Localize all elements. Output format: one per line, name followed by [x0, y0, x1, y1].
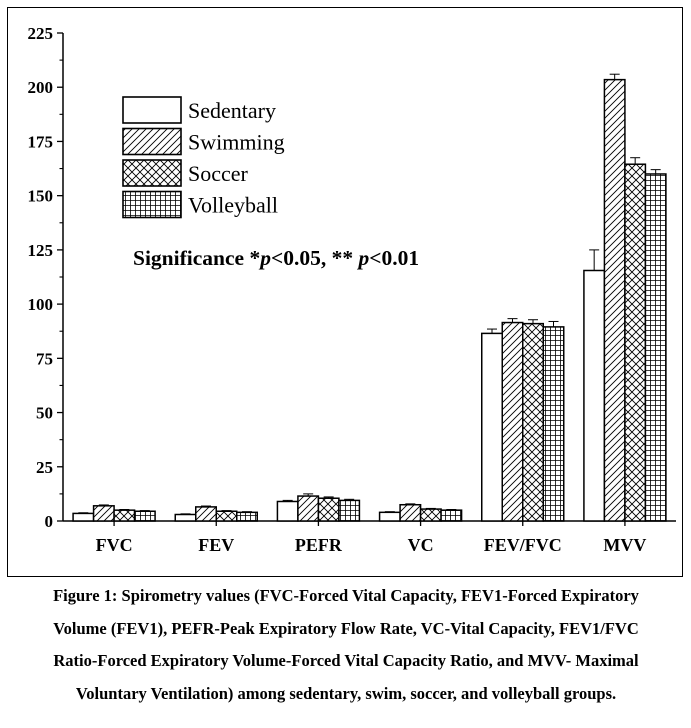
legend-label-volleyball: Volleyball [188, 193, 278, 218]
bar-sedentary-fev-fvc [481, 332, 503, 522]
bar-swimming-mvv [603, 78, 626, 522]
bar-volleyball-mvv [644, 173, 667, 522]
annotation-p2: p [356, 246, 369, 270]
bar-sedentary-vc [378, 511, 401, 522]
bar-sedentary-fev [174, 513, 197, 522]
legend-swatch-swimming [122, 127, 182, 156]
y-tick-label: 175 [28, 132, 54, 151]
bar-soccer-fev [215, 510, 238, 522]
bar-sedentary-mvv [583, 269, 606, 522]
y-tick-label: 0 [45, 512, 54, 531]
bar-soccer-fev-fvc [522, 322, 544, 522]
caption-line-1: Figure 1: Spirometry values (FVC-Forced … [53, 586, 639, 605]
legend-swatch-sedentary [122, 96, 182, 124]
bar-sedentary-pefr [276, 500, 299, 522]
bars [72, 73, 667, 522]
annotation-p1: p [258, 246, 271, 270]
y-tick-label: 50 [36, 404, 53, 423]
axes: 0 25 50 75 100 125 150 175 200 225 FVC FEV PEFR VC FEV… [28, 24, 676, 555]
bar-sedentary-fvc [72, 512, 95, 522]
annotation-prefix: Significance * [133, 246, 260, 270]
bar-soccer-vc [419, 508, 442, 522]
bar-volleyball-fvc [133, 510, 156, 522]
y-tick-label: 25 [36, 458, 53, 477]
y-tick-label: 225 [28, 24, 54, 43]
bar-swimming-vc [399, 503, 422, 522]
x-tick-label: MVV [603, 535, 646, 555]
x-tick-label: FVC [96, 535, 133, 555]
bar-volleyball-vc [440, 509, 463, 522]
caption-line-4: Voluntary Ventilation) among sedentary, … [75, 683, 617, 703]
annotation-mid: <0.05, ** [271, 246, 359, 270]
legend-swatch-soccer [122, 159, 182, 187]
legend-label-swimming: Swimming [188, 130, 285, 155]
legend-label-sedentary: Sedentary [188, 98, 276, 123]
bar-swimming-fev [195, 506, 217, 522]
x-tick-label: FEV [198, 535, 234, 555]
bar-soccer-pefr [317, 497, 340, 522]
annotation-suffix: <0.01 [369, 246, 419, 270]
bar-volleyball-fev [236, 511, 258, 522]
significance-annotation: Significance *p<0.05, ** p<0.01 [133, 246, 419, 270]
bar-volleyball-pefr [338, 499, 361, 522]
bar-volleyball-fev-fvc [542, 326, 565, 522]
chart-frame: 0 25 50 75 100 125 150 175 200 225 FVC FEV PEFR VC FEV… [7, 7, 683, 577]
x-tick-label: FEV/FVC [484, 535, 562, 555]
figure-caption: Figure 1: Spirometry values (FVC-Forced … [6, 580, 686, 710]
legend: Sedentary Swimming Soccer Volleyball [122, 96, 285, 219]
bar-swimming-pefr [297, 495, 320, 522]
y-tick-label: 150 [28, 187, 54, 206]
bar-swimming-fvc [92, 505, 115, 522]
y-tick-label: 125 [28, 241, 54, 260]
caption-line-3: Ratio-Forced Expiratory Volume-Forced Vi… [53, 651, 639, 670]
legend-swatch-volleyball [122, 190, 182, 219]
bar-soccer-fvc [113, 509, 136, 522]
legend-label-soccer: Soccer [188, 161, 249, 186]
y-tick-label: 75 [36, 349, 53, 368]
y-tick-label: 100 [28, 295, 54, 314]
x-tick-label: PEFR [295, 535, 343, 555]
bar-soccer-mvv [624, 163, 647, 522]
y-tick-label: 200 [28, 78, 54, 97]
bar-chart: 0 25 50 75 100 125 150 175 200 225 FVC FEV PEFR VC FEV… [28, 24, 676, 555]
caption-line-2: Volume (FEV1), PEFR-Peak Expiratory Flow… [53, 618, 639, 638]
bar-swimming-fev-fvc [501, 321, 524, 522]
x-tick-label: VC [408, 535, 434, 555]
